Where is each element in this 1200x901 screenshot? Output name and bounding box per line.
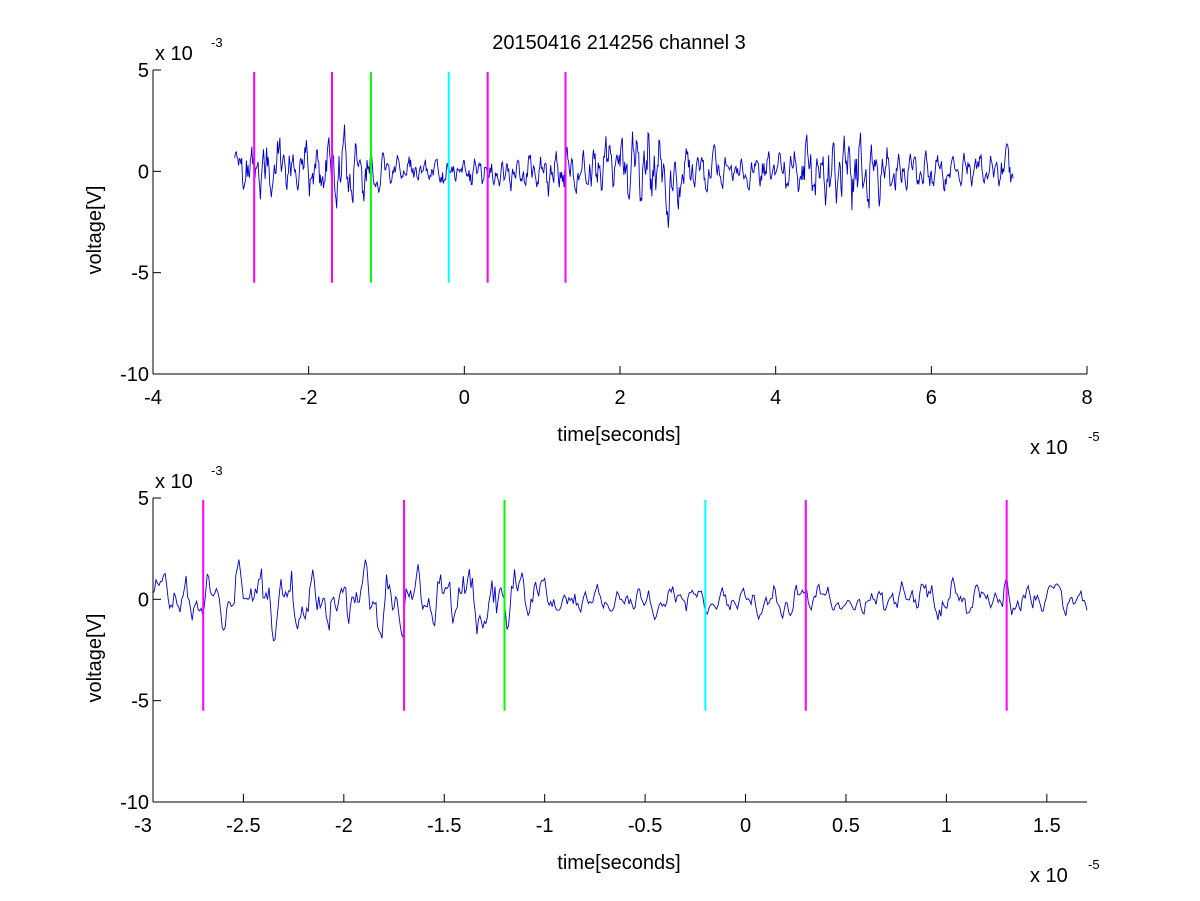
x-axis-label: time[seconds] [557,852,680,874]
y-exponent-label: x 10 [155,43,193,65]
y-axis-label: voltage[V] [84,186,106,275]
x-tick-label: -3 [134,815,152,837]
x-tick-label: 4 [770,387,781,409]
y-tick-label: 5 [138,488,149,510]
voltage-trace [152,559,1088,642]
y-tick-label: 5 [138,60,149,82]
y-exponent-power: -3 [211,35,223,50]
x-exponent-label: x 10 [1030,865,1068,887]
x-tick-label: 0 [740,815,751,837]
y-tick-label: -10 [120,364,149,386]
y-exponent-power: -3 [211,463,223,478]
x-exponent-power: -5 [1088,429,1100,444]
voltage-trace [234,124,1014,228]
x-tick-label: -1.5 [427,815,461,837]
x-tick-label: -0.5 [628,815,662,837]
x-tick-label: 6 [926,387,937,409]
x-exponent-label: x 10 [1030,437,1068,459]
x-tick-label: 0.5 [832,815,860,837]
y-tick-label: 0 [138,589,149,611]
x-tick-label: 8 [1081,387,1092,409]
x-tick-label: -4 [144,387,162,409]
x-tick-label: -1 [536,815,554,837]
bottom-plot: -3 -2.5 -2 -1.5 -1 -0.5 0 0.5 1 1.5 -10 -5 0 5 time[se… [84,463,1100,887]
figure-title: 20150416 214256 channel 3 [492,32,746,54]
y-tick-label: 0 [138,161,149,183]
y-tick-label: -5 [131,691,149,713]
x-exponent-power: -5 [1088,857,1100,872]
x-tick-label: 1 [941,815,952,837]
x-tick-label: 1.5 [1033,815,1061,837]
x-axis-label: time[seconds] [557,424,680,446]
y-tick-label: -10 [120,792,149,814]
y-exponent-label: x 10 [155,471,193,493]
x-tick-label: 0 [459,387,470,409]
x-tick-label: -2 [300,387,318,409]
x-tick-label: 2 [614,387,625,409]
x-tick-label: -2 [335,815,353,837]
y-tick-label: -5 [131,263,149,285]
y-axis-label: voltage[V] [84,614,106,703]
x-tick-label: -2.5 [226,815,260,837]
top-plot: -4 -2 0 2 4 6 8 -10 -5 0 5 time[seconds] voltage[V] x… [84,35,1100,459]
